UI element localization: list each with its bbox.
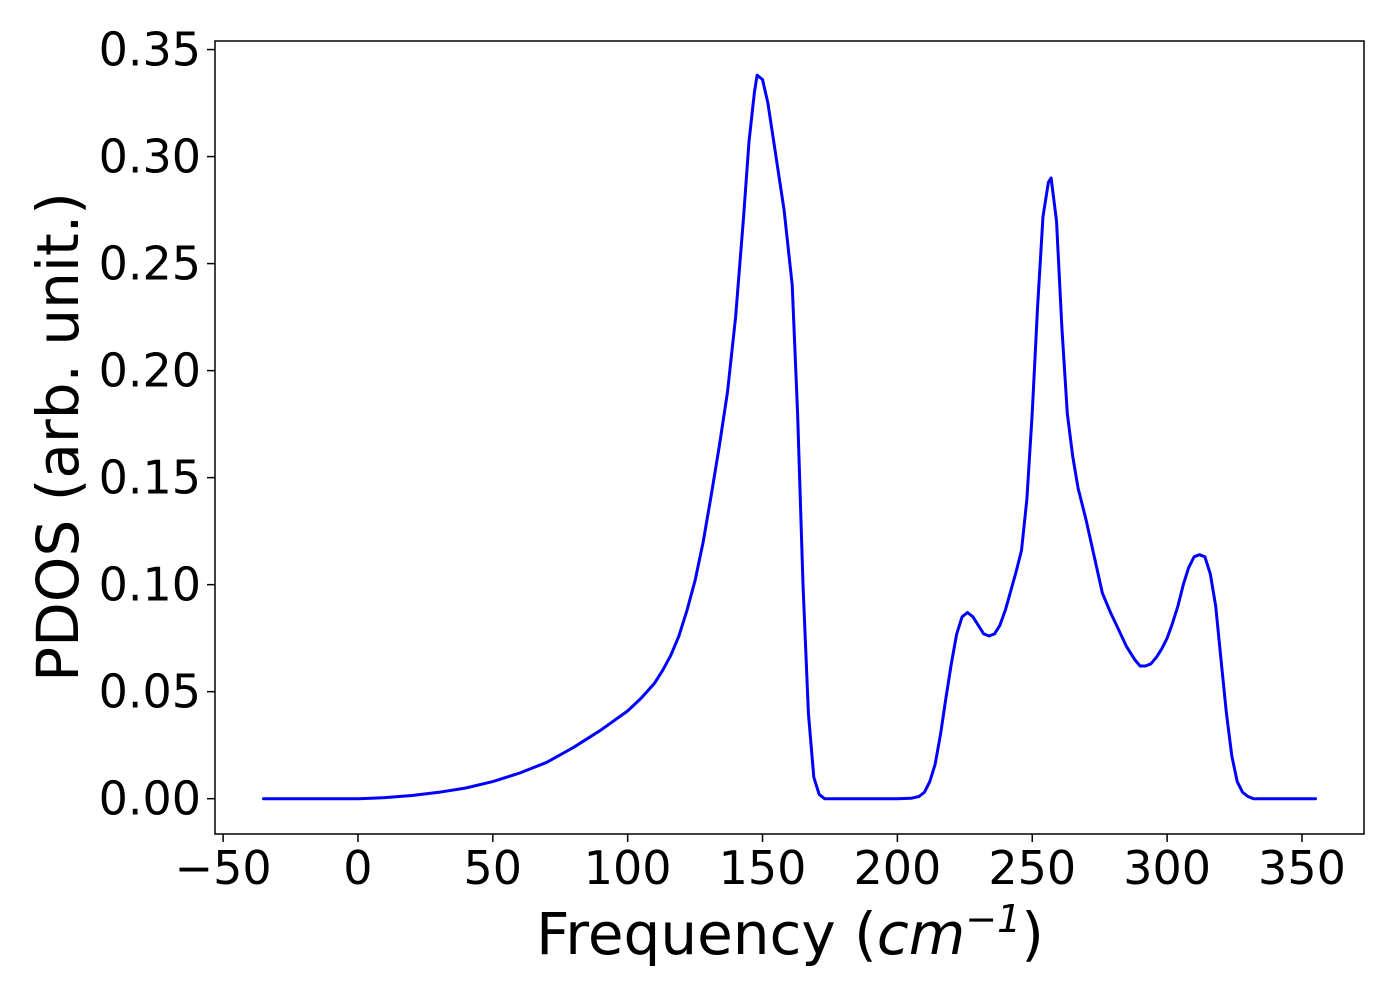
x-axis-label-close: ) bbox=[1021, 900, 1044, 968]
x-tick-label: 0 bbox=[343, 841, 372, 895]
y-tick-label: 0.00 bbox=[99, 772, 201, 826]
x-axis: −50 0 50 100 150 200 250 300 350 bbox=[175, 834, 1346, 895]
x-tick-label: −50 bbox=[175, 841, 272, 895]
x-tick-label: 300 bbox=[1123, 841, 1211, 895]
y-tick-label: 0.35 bbox=[99, 23, 201, 77]
x-tick-label: 100 bbox=[584, 841, 672, 895]
x-tick-label: 50 bbox=[464, 841, 523, 895]
y-tick-label: 0.05 bbox=[99, 665, 201, 719]
x-axis-label-exponent: −1 bbox=[965, 897, 1021, 941]
y-tick-label: 0.15 bbox=[99, 451, 201, 505]
x-tick-label: 250 bbox=[988, 841, 1076, 895]
x-axis-label: Frequency (cm−1) bbox=[536, 897, 1044, 968]
y-tick-label: 0.30 bbox=[99, 130, 201, 184]
y-axis: 0.00 0.05 0.10 0.15 0.20 0.25 0.30 0.35 bbox=[99, 23, 215, 826]
y-tick-label: 0.10 bbox=[99, 558, 201, 612]
plot-frame bbox=[214, 40, 1365, 835]
y-tick-label: 0.25 bbox=[99, 237, 201, 291]
x-axis-label-main: Frequency ( bbox=[536, 900, 877, 968]
x-tick-label: 200 bbox=[853, 841, 941, 895]
pdos-series-line bbox=[262, 73, 1317, 801]
y-tick-label: 0.20 bbox=[99, 344, 201, 398]
x-tick-label: 350 bbox=[1258, 841, 1346, 895]
y-axis-label: PDOS (arb. unit.) bbox=[24, 192, 92, 682]
x-tick-label: 150 bbox=[719, 841, 807, 895]
x-axis-label-unit: cm bbox=[877, 900, 965, 968]
